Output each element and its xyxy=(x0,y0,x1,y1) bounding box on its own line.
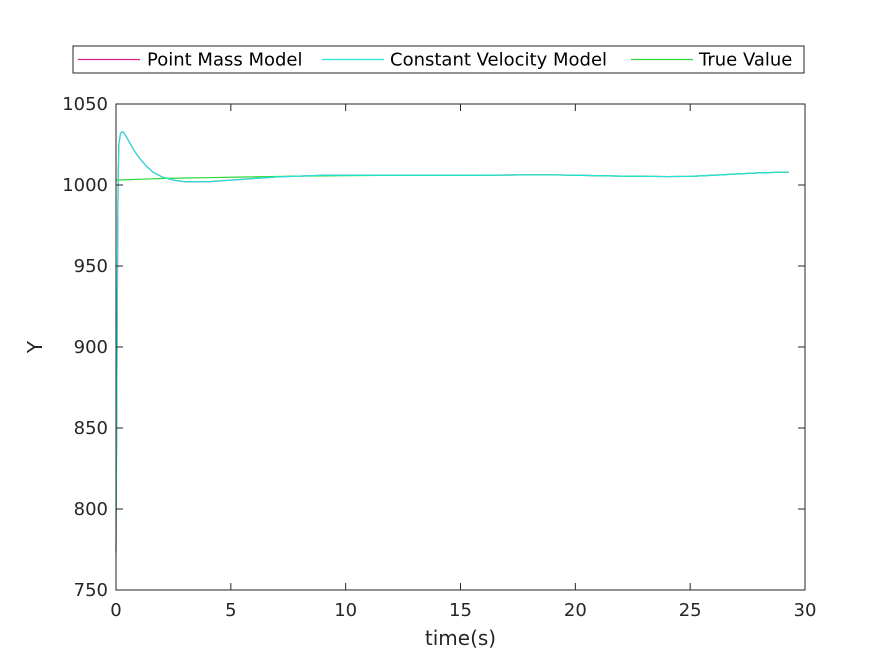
y-tick-label: 850 xyxy=(74,418,108,439)
x-tick-label: 20 xyxy=(564,600,587,621)
x-tick-label: 10 xyxy=(334,600,357,621)
plot-area xyxy=(115,104,805,590)
legend-label-constant-velocity-model: Constant Velocity Model xyxy=(390,50,607,71)
legend-label-point-mass-model: Point Mass Model xyxy=(147,50,303,71)
series-line-constant-velocity-model xyxy=(115,130,789,553)
y-tick-label: 950 xyxy=(74,256,108,277)
y-tick-label: 900 xyxy=(74,337,108,358)
legend: Point Mass Model Constant Velocity Model T… xyxy=(72,45,805,74)
y-tick-label: 750 xyxy=(74,580,108,601)
x-tick-label: 0 xyxy=(110,600,121,621)
x-tick-label: 25 xyxy=(679,600,702,621)
legend-label-true-value: True Value xyxy=(698,50,792,71)
x-tick-label: 5 xyxy=(225,600,236,621)
y-tick-label: 800 xyxy=(74,499,108,520)
x-tick-label: 15 xyxy=(449,600,472,621)
x-tick-label: 30 xyxy=(794,600,817,621)
y-tick-label: 1050 xyxy=(62,94,108,115)
axes: 0 5 10 15 20 25 30 750 800 850 900 950 1000 1050 xyxy=(62,94,816,621)
plot-background xyxy=(116,104,805,590)
y-axis-label: Y xyxy=(23,340,47,354)
x-axis-label: time(s) xyxy=(425,626,496,650)
y-tick-label: 1000 xyxy=(62,175,108,196)
